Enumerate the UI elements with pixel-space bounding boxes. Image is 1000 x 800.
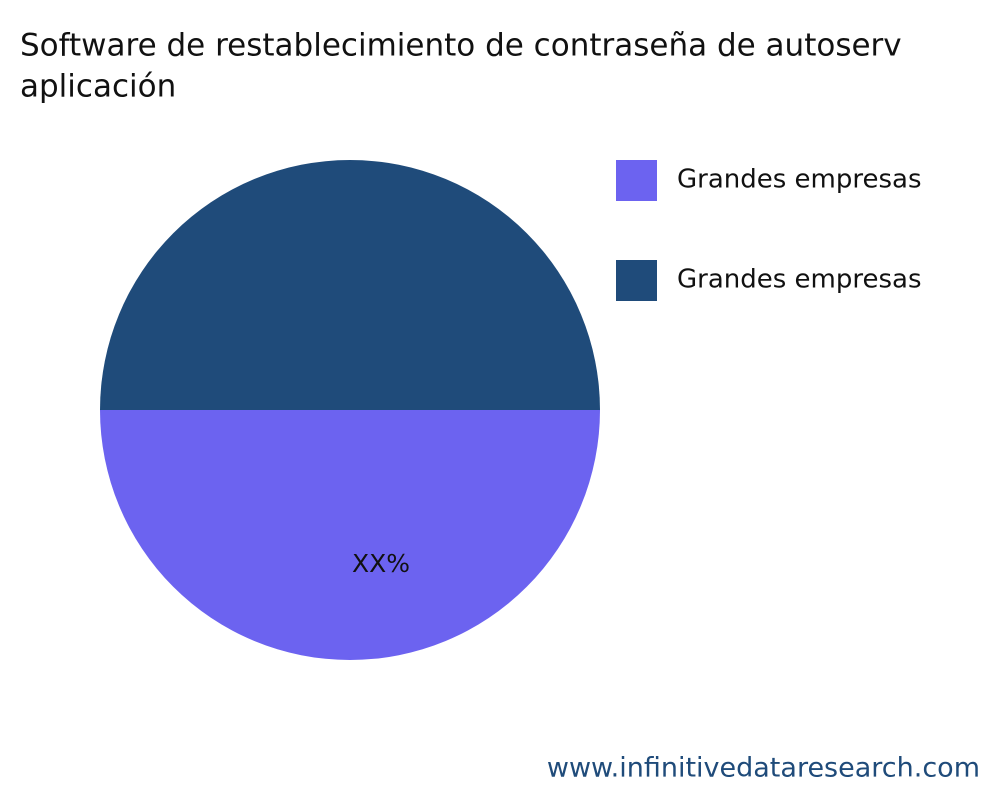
legend-label: Grandes empresas [677, 165, 922, 195]
pie-slice [100, 160, 600, 410]
pie-slice [100, 410, 600, 660]
source-link: www.infinitivedataresearch.com [547, 753, 980, 784]
chart-title: aplicación [20, 69, 176, 105]
legend-label: Grandes empresas [677, 265, 922, 295]
legend-swatch [616, 260, 657, 301]
chart-title: Software de restablecimiento de contrase… [20, 28, 902, 64]
legend-swatch [616, 160, 657, 201]
slice-label: XX% [352, 549, 410, 578]
